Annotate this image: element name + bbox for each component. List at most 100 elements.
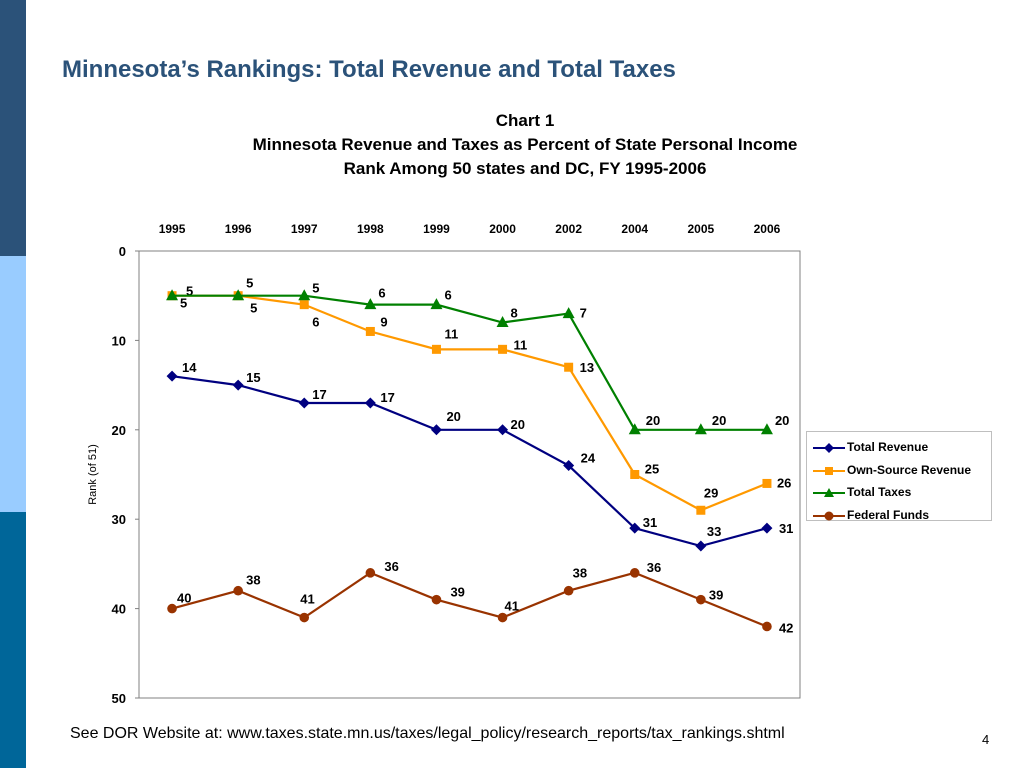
legend-marker-total-taxes: [813, 488, 845, 497]
legend-marker-total-revenue: [813, 443, 845, 453]
data-label-total-revenue-1997: 17: [312, 387, 326, 402]
legend-label-total-taxes: Total Taxes: [847, 485, 912, 499]
point-federal-funds-1995: [167, 603, 177, 614]
point-federal-funds-2005: [696, 594, 706, 605]
data-label-federal-funds-1997: 41: [300, 592, 314, 607]
data-label-total-revenue-2004: 31: [643, 515, 657, 530]
y-tick-label-0: 0: [119, 244, 126, 259]
point-federal-funds-1996: [233, 585, 243, 596]
legend-label-own-source-revenue: Own-Source Revenue: [847, 462, 972, 477]
data-label-federal-funds-2006: 42: [779, 620, 793, 635]
point-total-taxes-2002: [562, 307, 575, 319]
x-tick-label-2005: 2005: [687, 222, 714, 236]
point-total-revenue-2004: [629, 522, 641, 534]
data-label-own-source-revenue-2006: 26: [777, 475, 791, 490]
legend-label-total-revenue: Total Revenue: [847, 440, 929, 454]
data-label-own-source-revenue-2000: 11: [514, 337, 528, 352]
side-stripe-middle: [0, 256, 26, 512]
point-federal-funds-2002: [563, 585, 574, 596]
y-axis-label: Rank (of 51): [87, 444, 99, 505]
chart-title-line-1: Chart 1: [495, 111, 555, 130]
x-tick-label-2002: 2002: [555, 222, 582, 236]
point-total-revenue-2005: [695, 540, 707, 552]
chart-title-block: Chart 1 Minnesota Revenue and Taxes as P…: [100, 109, 950, 181]
point-total-revenue-1995: [166, 370, 178, 382]
x-tick-label-1996: 1996: [225, 222, 252, 236]
x-tick-label-2006: 2006: [754, 222, 781, 236]
data-label-federal-funds-1998: 36: [384, 559, 398, 574]
data-label-total-revenue-2006: 31: [779, 521, 793, 536]
point-total-taxes-2000: [496, 316, 509, 328]
data-label-federal-funds-2004: 36: [647, 560, 661, 575]
side-stripe-bottom: [0, 512, 26, 768]
data-label-total-taxes-2004: 20: [646, 413, 660, 428]
chart-title-line-3: Rank Among 50 states and DC, FY 1995-200…: [343, 159, 707, 178]
x-tick-label-1997: 1997: [291, 222, 318, 236]
legend-marker-federal-funds: [813, 511, 845, 520]
data-label-total-taxes-1998: 6: [378, 286, 385, 301]
data-label-own-source-revenue-2005: 29: [704, 485, 718, 500]
data-label-total-revenue-2002: 24: [581, 451, 596, 466]
data-label-own-source-revenue-1997: 6: [312, 315, 319, 330]
point-total-revenue-1998: [364, 397, 376, 409]
data-label-federal-funds-1996: 38: [246, 573, 260, 588]
data-label-total-taxes-2000: 8: [511, 306, 518, 321]
data-label-total-taxes-1999: 6: [444, 288, 451, 303]
data-label-total-revenue-1999: 20: [446, 409, 460, 424]
data-label-federal-funds-2005: 39: [709, 588, 723, 603]
page-number: 4: [982, 732, 990, 747]
point-own-source-revenue-2006: [762, 478, 772, 488]
point-federal-funds-2000: [497, 612, 508, 623]
point-total-revenue-1996: [232, 379, 244, 391]
point-own-source-revenue-1999: [431, 344, 441, 354]
y-tick-label-30: 30: [112, 512, 126, 527]
data-label-own-source-revenue-2004: 25: [645, 462, 659, 477]
point-total-taxes-2005: [694, 423, 707, 435]
point-own-source-revenue-2005: [696, 505, 706, 515]
point-own-source-revenue-2004: [630, 470, 640, 479]
legend-marker-own-source-revenue: [813, 466, 845, 475]
point-total-revenue-2000: [497, 424, 509, 436]
point-total-taxes-2004: [628, 423, 641, 435]
data-label-own-source-revenue-1995: 5: [186, 284, 193, 299]
point-federal-funds-1998: [365, 568, 376, 578]
side-stripe-top: [0, 0, 26, 256]
data-label-total-taxes-1997: 5: [312, 281, 319, 296]
data-label-total-revenue-1995: 14: [182, 360, 197, 375]
data-label-federal-funds-1995: 40: [177, 591, 191, 606]
data-label-own-source-revenue-1996: 5: [250, 301, 257, 316]
legend-item-federal-funds: Federal Funds: [807, 504, 991, 527]
series-line-total-revenue: [171, 375, 768, 548]
point-total-revenue-1999: [430, 424, 442, 436]
legend-item-own-source-revenue: Own-Source Revenue: [807, 459, 991, 482]
point-total-revenue-2006: [761, 522, 773, 534]
legend-label-federal-funds: Federal Funds: [847, 507, 930, 522]
data-label-total-revenue-2000: 20: [511, 417, 525, 432]
point-total-taxes-1999: [430, 298, 443, 310]
data-label-total-taxes-2005: 20: [712, 413, 726, 428]
data-label-total-revenue-2005: 33: [707, 524, 721, 539]
x-tick-label-1999: 1999: [423, 222, 450, 236]
chart-legend: Total Revenue Own-Source Revenue Total T…: [806, 431, 992, 522]
point-total-revenue-1997: [298, 397, 310, 409]
data-label-total-revenue-1998: 17: [380, 390, 394, 405]
x-tick-label-2004: 2004: [621, 222, 648, 236]
point-own-source-revenue-1998: [365, 326, 375, 336]
point-own-source-revenue-2000: [498, 344, 508, 354]
point-total-taxes-1997: [298, 289, 311, 301]
footer-source-note: See DOR Website at: www.taxes.state.mn.u…: [70, 725, 785, 742]
x-tick-label-1998: 1998: [357, 222, 384, 236]
data-label-federal-funds-2002: 38: [573, 566, 587, 581]
series-line-own-source-revenue: [172, 294, 768, 512]
point-total-taxes-1998: [364, 298, 377, 310]
y-tick-label-50: 50: [112, 691, 126, 706]
point-total-taxes-1996: [232, 289, 245, 301]
chart-title-line-2: Minnesota Revenue and Taxes as Percent o…: [252, 135, 798, 154]
data-label-federal-funds-2000: 41: [505, 599, 519, 614]
data-label-own-source-revenue-1999: 11: [444, 326, 458, 341]
point-federal-funds-2004: [629, 568, 640, 578]
point-total-taxes-1995: [166, 289, 179, 301]
series-line-total-taxes: [172, 294, 767, 431]
slide-title: Minnesota’s Rankings: Total Revenue and …: [62, 56, 676, 83]
point-total-taxes-2006: [760, 423, 773, 435]
